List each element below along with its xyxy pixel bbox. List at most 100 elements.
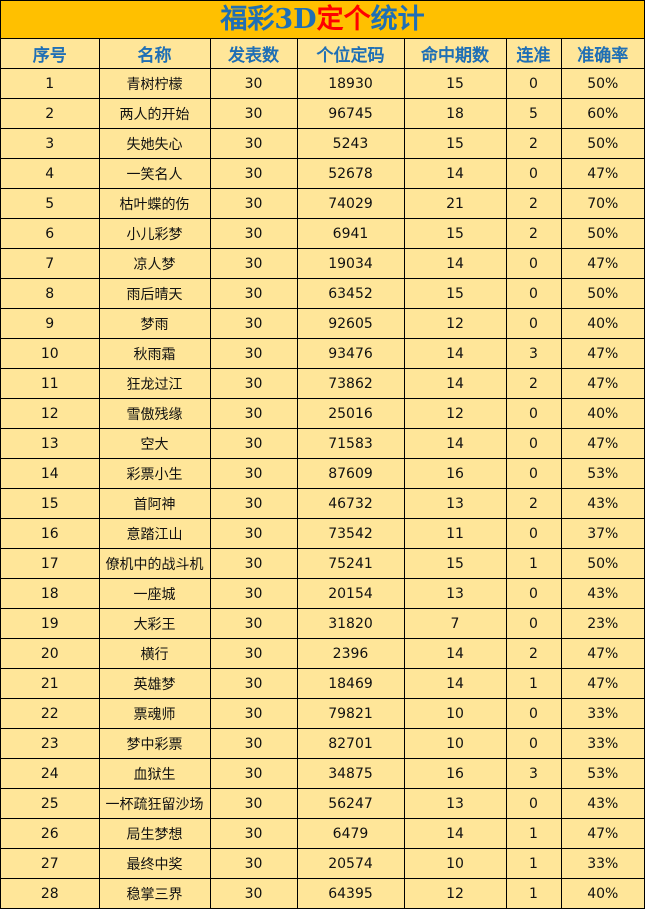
cell-streak: 1 (505, 878, 562, 908)
cell-posts: 30 (209, 398, 298, 429)
cell-accuracy: 47% (560, 428, 644, 459)
cell-accuracy: 50% (560, 218, 644, 249)
cell-posts: 30 (209, 488, 298, 519)
cell-accuracy: 70% (560, 188, 644, 219)
cell-posts: 30 (209, 68, 298, 99)
cell-name: 青树柠檬 (98, 68, 211, 99)
cell-hits: 14 (403, 818, 507, 849)
cell-streak: 0 (505, 308, 562, 339)
table-row: 4 一笑名人 30 52678 14 0 47% (1, 158, 644, 189)
cell-name: 最终中奖 (98, 848, 211, 879)
cell-streak: 0 (505, 398, 562, 429)
cell-accuracy: 33% (560, 848, 644, 879)
cell-name: 一座城 (98, 578, 211, 609)
cell-posts: 30 (209, 638, 298, 669)
cell-streak: 0 (505, 428, 562, 459)
cell-name: 梦雨 (98, 308, 211, 339)
cell-name: 票魂师 (98, 698, 211, 729)
table-row: 25 一杯疏狂留沙场 30 56247 13 0 43% (1, 788, 644, 819)
table-row: 28 稳掌三界 30 64395 12 1 40% (1, 878, 644, 908)
cell-streak: 2 (505, 128, 562, 159)
cell-hits: 18 (403, 98, 507, 129)
table-row: 5 枯叶蝶的伤 30 74029 21 2 70% (1, 188, 644, 219)
cell-posts: 30 (209, 98, 298, 129)
cell-hits: 12 (403, 398, 507, 429)
column-header-posts: 发表数 (209, 39, 298, 69)
cell-hits: 15 (403, 278, 507, 309)
cell-index: 15 (1, 488, 100, 519)
column-header-units-code: 个位定码 (296, 39, 405, 69)
cell-hits: 10 (403, 728, 507, 759)
column-header-streak: 连准 (505, 39, 562, 69)
cell-posts: 30 (209, 158, 298, 189)
cell-streak: 0 (505, 458, 562, 489)
cell-units-code: 73862 (296, 368, 405, 399)
cell-posts: 30 (209, 818, 298, 849)
cell-units-code: 92605 (296, 308, 405, 339)
cell-units-code: 82701 (296, 728, 405, 759)
cell-hits: 10 (403, 848, 507, 879)
cell-posts: 30 (209, 128, 298, 159)
cell-hits: 13 (403, 488, 507, 519)
cell-units-code: 74029 (296, 188, 405, 219)
title-part-3: 统计 (370, 4, 425, 35)
cell-posts: 30 (209, 428, 298, 459)
cell-name: 僚机中的战斗机 (98, 548, 211, 579)
cell-index: 25 (1, 788, 100, 819)
cell-streak: 0 (505, 278, 562, 309)
cell-streak: 1 (505, 548, 562, 579)
cell-posts: 30 (209, 608, 298, 639)
cell-hits: 13 (403, 578, 507, 609)
table-row: 13 空大 30 71583 14 0 47% (1, 428, 644, 459)
cell-streak: 0 (505, 518, 562, 549)
cell-accuracy: 53% (560, 758, 644, 789)
cell-units-code: 6941 (296, 218, 405, 249)
table-row: 14 彩票小生 30 87609 16 0 53% (1, 458, 644, 489)
cell-posts: 30 (209, 848, 298, 879)
cell-hits: 11 (403, 518, 507, 549)
cell-units-code: 6479 (296, 818, 405, 849)
cell-index: 12 (1, 398, 100, 429)
cell-units-code: 63452 (296, 278, 405, 309)
cell-index: 3 (1, 128, 100, 159)
table-row: 7 凉人梦 30 19034 14 0 47% (1, 248, 644, 279)
cell-hits: 14 (403, 668, 507, 699)
cell-units-code: 2396 (296, 638, 405, 669)
cell-posts: 30 (209, 338, 298, 369)
cell-accuracy: 33% (560, 698, 644, 729)
cell-hits: 14 (403, 428, 507, 459)
cell-units-code: 19034 (296, 248, 405, 279)
cell-name: 空大 (98, 428, 211, 459)
cell-units-code: 18469 (296, 668, 405, 699)
cell-hits: 14 (403, 638, 507, 669)
table-row: 20 横行 30 2396 14 2 47% (1, 638, 644, 669)
table-row: 24 血狱生 30 34875 16 3 53% (1, 758, 644, 789)
cell-accuracy: 43% (560, 788, 644, 819)
cell-name: 雨后晴天 (98, 278, 211, 309)
table-row: 10 秋雨霜 30 93476 14 3 47% (1, 338, 644, 369)
cell-units-code: 20154 (296, 578, 405, 609)
table-row: 11 狂龙过江 30 73862 14 2 47% (1, 368, 644, 399)
cell-accuracy: 47% (560, 158, 644, 189)
cell-units-code: 46732 (296, 488, 405, 519)
cell-name: 首阿神 (98, 488, 211, 519)
cell-hits: 7 (403, 608, 507, 639)
cell-accuracy: 47% (560, 638, 644, 669)
cell-name: 梦中彩票 (98, 728, 211, 759)
cell-hits: 13 (403, 788, 507, 819)
table-row: 23 梦中彩票 30 82701 10 0 33% (1, 728, 644, 759)
cell-accuracy: 40% (560, 398, 644, 429)
cell-units-code: 96745 (296, 98, 405, 129)
cell-posts: 30 (209, 218, 298, 249)
cell-index: 22 (1, 698, 100, 729)
cell-index: 26 (1, 818, 100, 849)
cell-posts: 30 (209, 278, 298, 309)
cell-hits: 14 (403, 158, 507, 189)
table-row: 27 最终中奖 30 20574 10 1 33% (1, 848, 644, 879)
cell-hits: 14 (403, 248, 507, 279)
cell-index: 27 (1, 848, 100, 879)
title-part-1: 福彩3D (220, 4, 317, 35)
table-row: 17 僚机中的战斗机 30 75241 15 1 50% (1, 548, 644, 579)
cell-accuracy: 40% (560, 878, 644, 908)
